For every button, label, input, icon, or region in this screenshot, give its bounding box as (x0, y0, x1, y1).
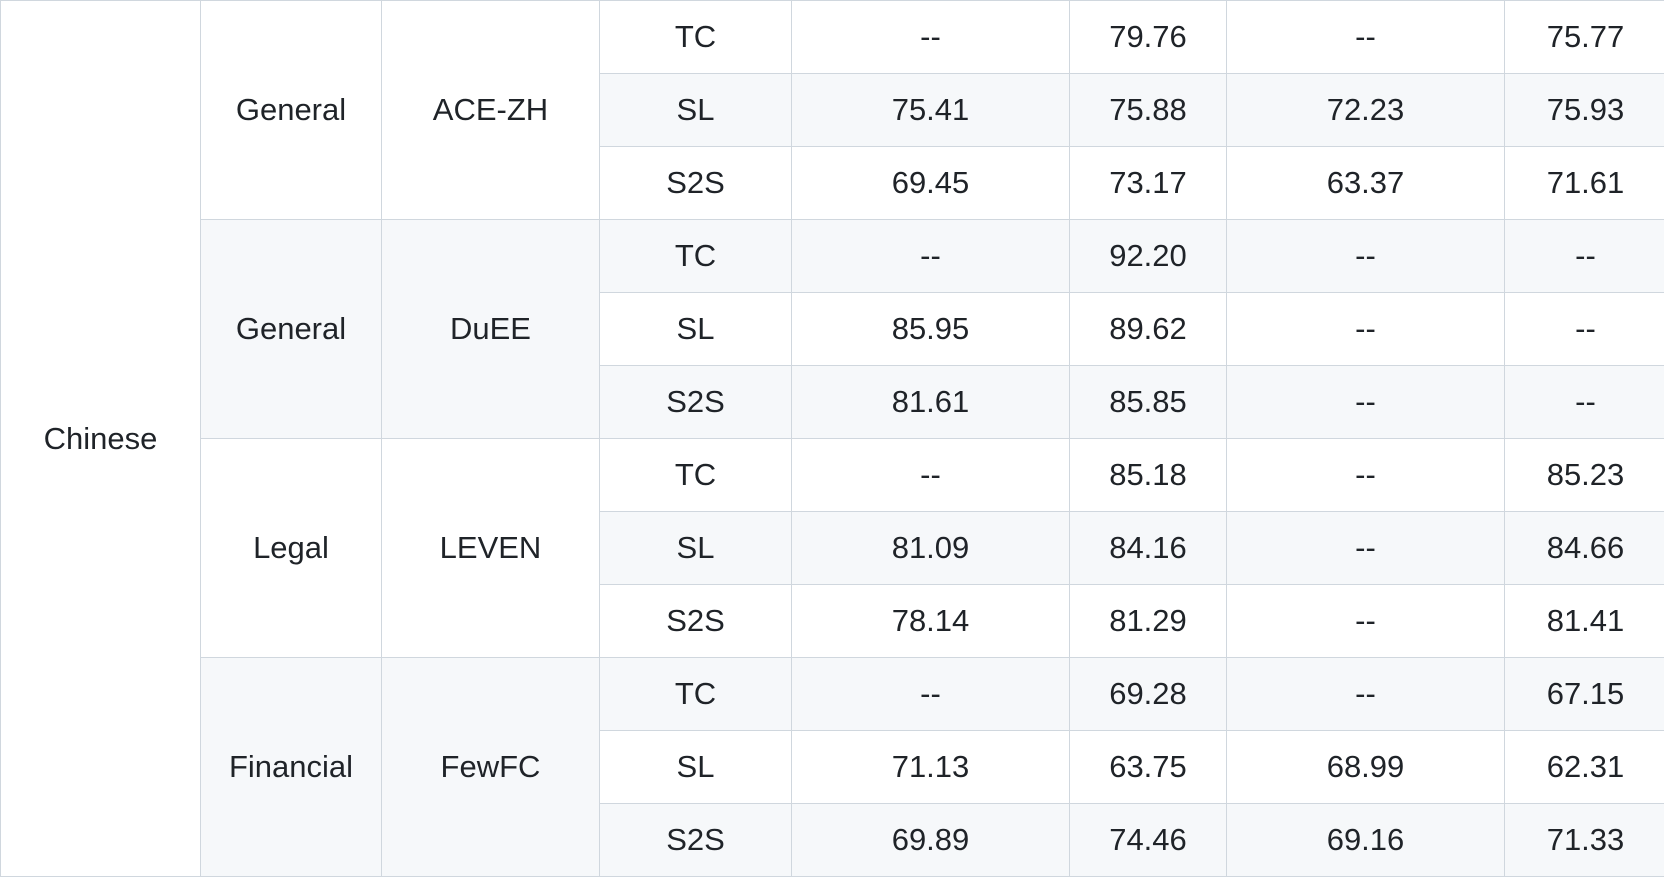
value-cell: 69.16 (1226, 803, 1505, 877)
value-cell: -- (791, 219, 1070, 293)
value-cell: 78.14 (791, 584, 1070, 658)
value-cell: -- (791, 438, 1070, 512)
value-cell: 75.77 (1504, 0, 1664, 74)
method-cell: SL (599, 511, 792, 585)
table-row: S2S 78.14 81.29 -- 81.41 (1, 584, 1664, 658)
value-cell: 84.16 (1069, 511, 1227, 585)
value-cell: -- (1226, 438, 1505, 512)
value-cell: -- (1504, 292, 1664, 366)
value-cell: 68.99 (1226, 730, 1505, 804)
table-row: Financial FewFC TC -- 69.28 -- 67.15 (1, 657, 1664, 877)
value-cell: -- (791, 657, 1070, 731)
domain-cell: General (200, 0, 382, 220)
method-cell: TC (599, 438, 792, 512)
domain-cell: Legal (200, 438, 382, 658)
value-cell: 81.61 (791, 365, 1070, 439)
value-cell: 85.85 (1069, 365, 1227, 439)
value-cell: 69.89 (791, 803, 1070, 877)
domain-cell: Financial (200, 657, 382, 877)
value-cell: 75.88 (1069, 73, 1227, 147)
value-cell: -- (1504, 219, 1664, 293)
table-row: SL 81.09 84.16 -- 84.66 (1, 511, 1664, 585)
method-cell: S2S (599, 146, 792, 220)
table-row: S2S 69.45 73.17 63.37 71.61 (1, 146, 1664, 220)
value-cell: 71.61 (1504, 146, 1664, 220)
value-cell: 67.15 (1504, 657, 1664, 731)
method-cell: TC (599, 219, 792, 293)
value-cell: 85.95 (791, 292, 1070, 366)
method-cell: SL (599, 292, 792, 366)
table-row: Legal LEVEN TC -- 85.18 -- 85.23 (1, 438, 1664, 658)
value-cell: 69.45 (791, 146, 1070, 220)
value-cell: 69.28 (1069, 657, 1227, 731)
method-cell: SL (599, 730, 792, 804)
table-row: SL 75.41 75.88 72.23 75.93 (1, 73, 1664, 147)
table-row: General DuEE TC -- 92.20 -- -- (1, 219, 1664, 439)
value-cell: 79.76 (1069, 0, 1227, 74)
value-cell: -- (1226, 657, 1505, 731)
language-cell: Chinese (0, 0, 201, 877)
table-row: S2S 81.61 85.85 -- -- (1, 365, 1664, 439)
value-cell: 89.62 (1069, 292, 1227, 366)
value-cell: 75.41 (791, 73, 1070, 147)
dataset-cell: LEVEN (381, 438, 600, 658)
value-cell: 84.66 (1504, 511, 1664, 585)
value-cell: 72.23 (1226, 73, 1505, 147)
value-cell: -- (1226, 0, 1505, 74)
dataset-cell: FewFC (381, 657, 600, 877)
value-cell: -- (1504, 365, 1664, 439)
method-cell: S2S (599, 584, 792, 658)
dataset-cell: DuEE (381, 219, 600, 439)
method-cell: S2S (599, 803, 792, 877)
method-cell: TC (599, 657, 792, 731)
value-cell: 85.23 (1504, 438, 1664, 512)
value-cell: -- (1226, 584, 1505, 658)
method-cell: S2S (599, 365, 792, 439)
value-cell: 81.09 (791, 511, 1070, 585)
value-cell: 73.17 (1069, 146, 1227, 220)
method-cell: SL (599, 73, 792, 147)
value-cell: 81.29 (1069, 584, 1227, 658)
value-cell: -- (1226, 511, 1505, 585)
value-cell: 85.18 (1069, 438, 1227, 512)
value-cell: 63.37 (1226, 146, 1505, 220)
value-cell: -- (1226, 292, 1505, 366)
value-cell: 74.46 (1069, 803, 1227, 877)
value-cell: 62.31 (1504, 730, 1664, 804)
table-row: SL 71.13 63.75 68.99 62.31 (1, 730, 1664, 804)
method-cell: TC (599, 0, 792, 74)
domain-cell: General (200, 219, 382, 439)
value-cell: -- (791, 0, 1070, 74)
table-row: S2S 69.89 74.46 69.16 71.33 (1, 803, 1664, 877)
value-cell: 81.41 (1504, 584, 1664, 658)
value-cell: 71.13 (791, 730, 1070, 804)
value-cell: 71.33 (1504, 803, 1664, 877)
value-cell: -- (1226, 365, 1505, 439)
value-cell: 75.93 (1504, 73, 1664, 147)
value-cell: -- (1226, 219, 1505, 293)
dataset-cell: ACE-ZH (381, 0, 600, 220)
value-cell: 63.75 (1069, 730, 1227, 804)
value-cell: 92.20 (1069, 219, 1227, 293)
